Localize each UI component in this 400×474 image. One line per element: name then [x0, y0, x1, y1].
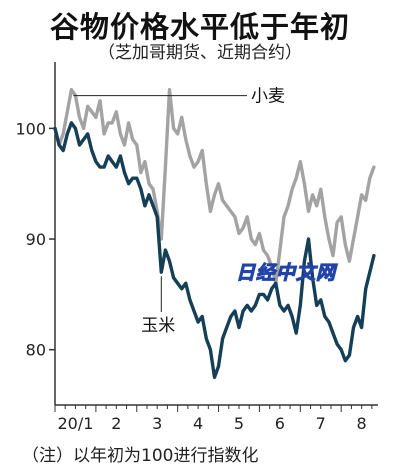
x-tick-label: 5 [234, 414, 244, 433]
series-layer [53, 88, 376, 379]
axes: 80 90 100 20/1 2 3 4 5 6 7 8 [15, 62, 378, 433]
series-labels: 小麦 玉米 [73, 87, 285, 336]
watermark-logo: 日经中文网 [235, 262, 337, 285]
series-label-wheat: 小麦 [251, 87, 285, 107]
x-tick-label: 20/1 [57, 414, 93, 433]
chart-title: 谷物价格水平低于年初 [49, 10, 350, 44]
y-tick-label: 90 [26, 230, 46, 249]
series-line-corn [53, 121, 376, 379]
series-label-corn: 玉米 [141, 316, 175, 336]
x-tick-label: 3 [152, 414, 162, 433]
y-tick-label: 100 [15, 119, 46, 138]
x-tick-label: 7 [316, 414, 326, 433]
series-line-wheat [53, 88, 376, 285]
x-tick-label: 2 [111, 414, 121, 433]
x-tick-label: 8 [357, 414, 367, 433]
chart-subtitle: （芝加哥期货、近期合约） [98, 43, 302, 63]
x-tick-label: 6 [275, 414, 285, 433]
chart-note: （注）以年初为100进行指数化 [22, 446, 259, 466]
x-tick-label: 4 [193, 414, 203, 433]
y-tick-label: 80 [26, 341, 46, 360]
